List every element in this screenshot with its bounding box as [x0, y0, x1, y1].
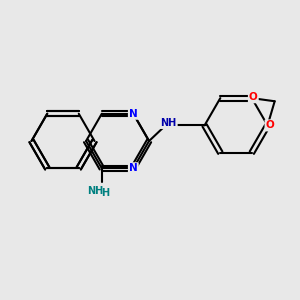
Text: N: N — [129, 163, 138, 173]
Text: H: H — [101, 188, 109, 199]
Text: O: O — [266, 120, 274, 130]
Text: O: O — [249, 92, 258, 102]
Text: NH: NH — [160, 118, 177, 128]
Text: N: N — [129, 109, 138, 119]
Text: NH: NH — [87, 186, 103, 197]
